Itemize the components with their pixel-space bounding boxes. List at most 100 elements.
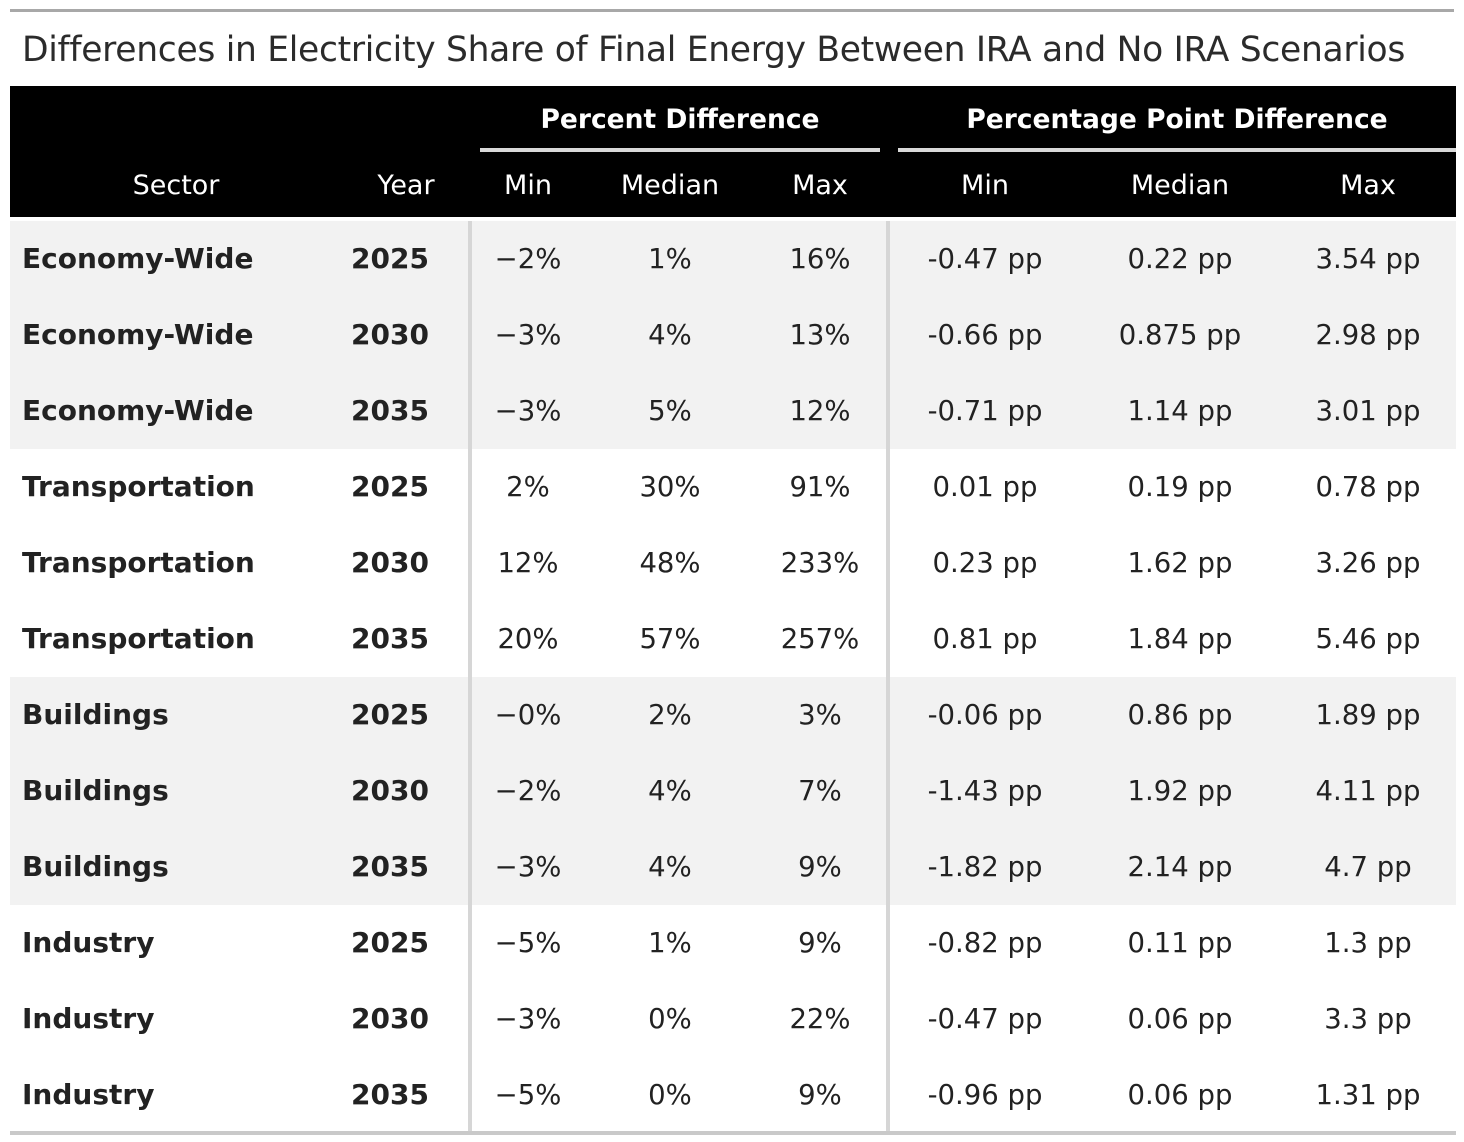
cell-pct-median: 0% (648, 1003, 692, 1035)
cell-pp-max: 1.31 pp (1315, 1079, 1421, 1111)
cell-pct-max: 13% (789, 319, 851, 351)
cell-pct-median: 4% (648, 775, 692, 807)
table-row: Industry 2025 −5% 1% 9% -0.82 pp 0.11 pp 1.3 pp (10, 905, 1456, 981)
cell-pp-max: 2.98 pp (1315, 319, 1421, 351)
cell-pct-median: 2% (648, 699, 692, 731)
cell-year: 2035 (351, 394, 429, 427)
cell-pct-max: 233% (780, 547, 860, 579)
cell-pct-max: 9% (798, 1079, 842, 1111)
cell-pct-max: 3% (798, 699, 842, 731)
cell-pct-min: −3% (494, 395, 562, 427)
cell-pct-median: 48% (639, 547, 701, 579)
cell-pp-median: 1.92 pp (1127, 775, 1233, 807)
cell-pct-max: 16% (789, 243, 851, 275)
cell-pp-median: 1.14 pp (1127, 395, 1233, 427)
cell-sector: Industry (22, 926, 155, 959)
cell-pct-median: 30% (639, 471, 701, 503)
cell-year: 2030 (351, 546, 429, 579)
table-title: Differences in Electricity Share of Fina… (22, 30, 1406, 70)
table-row: Economy-Wide 2025 −2% 1% 16% -0.47 pp 0.22 pp 3… (10, 221, 1456, 297)
cell-year: 2035 (351, 850, 429, 883)
cell-pct-min: −0% (494, 699, 562, 731)
column-header-pct-median: Median (620, 170, 720, 201)
cell-pct-min: −5% (494, 1079, 562, 1111)
cell-pp-median: 0.06 pp (1127, 1079, 1233, 1111)
top-rule (10, 9, 1454, 12)
column-header-pct-max: Max (792, 170, 848, 201)
table-row: Economy-Wide 2030 −3% 4% 13% -0.66 pp 0.875 pp… (10, 297, 1456, 373)
cell-pct-min: −2% (494, 775, 562, 807)
cell-pp-min: -0.82 pp (927, 927, 1043, 959)
table-row: Buildings 2025 −0% 2% 3% -0.06 pp 0.86 pp 1.89 … (10, 677, 1456, 753)
spanner-percent-difference: Percent Difference (540, 104, 820, 135)
cell-pct-min: −5% (494, 927, 562, 959)
spanner-pp-rule (898, 148, 1456, 152)
cell-pp-median: 0.86 pp (1127, 699, 1233, 731)
cell-year: 2025 (351, 470, 429, 503)
cell-sector: Transportation (22, 470, 255, 503)
cell-pp-median: 1.84 pp (1127, 623, 1233, 655)
cell-pp-max: 1.89 pp (1315, 699, 1421, 731)
cell-pct-max: 9% (798, 927, 842, 959)
cell-pp-min: 0.23 pp (932, 547, 1038, 579)
cell-pct-median: 1% (648, 927, 692, 959)
table-row: Industry 2035 −5% 0% 9% -0.96 pp 0.06 pp 1.31 p… (10, 1057, 1456, 1133)
column-header-pct-min: Min (504, 170, 552, 201)
cell-pp-max: 3.01 pp (1315, 395, 1421, 427)
table-header: Percent Difference Percentage Point Diff… (10, 86, 1456, 217)
cell-pp-min: -0.71 pp (927, 395, 1043, 427)
column-header-pp-median: Median (1130, 170, 1230, 201)
cell-pp-max: 4.11 pp (1315, 775, 1421, 807)
table-row: Transportation 2035 20% 57% 257% 0.81 pp 1.84 … (10, 601, 1456, 677)
cell-pct-max: 257% (780, 623, 860, 655)
spanner-percentage-point-difference: Percentage Point Difference (966, 104, 1388, 135)
cell-pp-median: 2.14 pp (1127, 851, 1233, 883)
cell-pct-max: 9% (798, 851, 842, 883)
column-divider-year (468, 221, 472, 1133)
cell-pct-max: 22% (789, 1003, 851, 1035)
bottom-rule (10, 1131, 1456, 1135)
cell-pp-max: 5.46 pp (1315, 623, 1421, 655)
cell-pp-median: 0.11 pp (1127, 927, 1233, 959)
cell-sector: Economy-Wide (22, 394, 254, 427)
cell-sector: Economy-Wide (22, 242, 254, 275)
cell-pct-min: 2% (506, 471, 550, 503)
cell-pp-min: -1.82 pp (927, 851, 1043, 883)
cell-pct-median: 0% (648, 1079, 692, 1111)
column-divider-percent (886, 221, 890, 1133)
cell-pp-median: 0.875 pp (1118, 319, 1242, 351)
cell-pp-max: 3.3 pp (1324, 1003, 1412, 1035)
cell-pp-max: 0.78 pp (1315, 471, 1421, 503)
cell-pct-max: 91% (789, 471, 851, 503)
cell-pp-median: 0.22 pp (1127, 243, 1233, 275)
cell-pp-min: -1.43 pp (927, 775, 1043, 807)
cell-year: 2035 (351, 1078, 429, 1111)
cell-year: 2025 (351, 926, 429, 959)
cell-sector: Buildings (22, 774, 169, 807)
table-row: Transportation 2030 12% 48% 233% 0.23 pp 1.62 … (10, 525, 1456, 601)
cell-pct-min: −3% (494, 319, 562, 351)
cell-year: 2025 (351, 242, 429, 275)
table-row: Economy-Wide 2035 −3% 5% 12% -0.71 pp 1.14 pp 3… (10, 373, 1456, 449)
cell-year: 2035 (351, 622, 429, 655)
cell-pp-median: 0.06 pp (1127, 1003, 1233, 1035)
cell-year: 2025 (351, 698, 429, 731)
cell-pct-min: −3% (494, 1003, 562, 1035)
spanner-percent-rule (480, 148, 880, 152)
cell-year: 2030 (351, 774, 429, 807)
cell-pct-min: 20% (497, 623, 559, 655)
cell-pct-median: 4% (648, 319, 692, 351)
cell-pp-min: -0.96 pp (927, 1079, 1043, 1111)
cell-pct-min: −3% (494, 851, 562, 883)
cell-pp-max: 3.54 pp (1315, 243, 1421, 275)
cell-sector: Industry (22, 1078, 155, 1111)
cell-pct-min: 12% (497, 547, 559, 579)
cell-sector: Economy-Wide (22, 318, 254, 351)
cell-pct-max: 7% (798, 775, 842, 807)
column-header-year: Year (377, 170, 435, 201)
cell-year: 2030 (351, 318, 429, 351)
cell-pp-max: 3.26 pp (1315, 547, 1421, 579)
cell-sector: Industry (22, 1002, 155, 1035)
cell-sector: Buildings (22, 698, 169, 731)
cell-pp-min: -0.47 pp (927, 243, 1043, 275)
